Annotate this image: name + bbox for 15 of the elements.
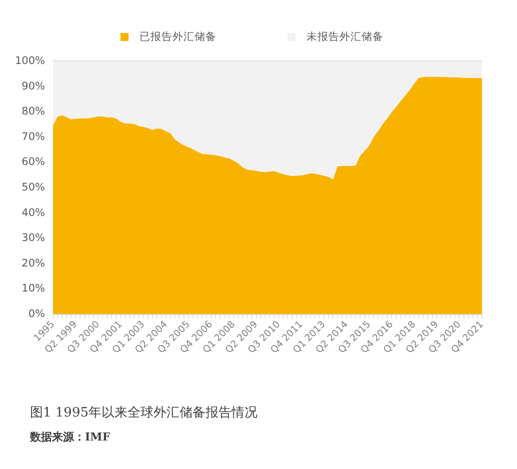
y-tick-label: 90% [22,80,46,92]
y-tick-label: 10% [22,282,46,295]
y-tick-label: 60% [22,156,46,168]
y-tick-label: 50% [22,182,46,194]
y-tick-label: 80% [22,106,46,118]
y-tick-label: 100% [14,55,46,67]
y-tick-label: 40% [22,206,46,219]
y-tick-label: 20% [22,257,46,270]
annotation: 数据来源：IMF [30,430,110,444]
y-tick-label: 70% [22,130,46,143]
y-tick-label: 0% [28,308,46,320]
y-tick-label: 30% [22,232,46,244]
annotation: 图1 1995年以来全球外汇储备报告情况 [30,406,258,420]
legend-label: 已报告外汇储备 [140,30,216,43]
legend-label: 未报告外汇储备 [306,30,384,43]
